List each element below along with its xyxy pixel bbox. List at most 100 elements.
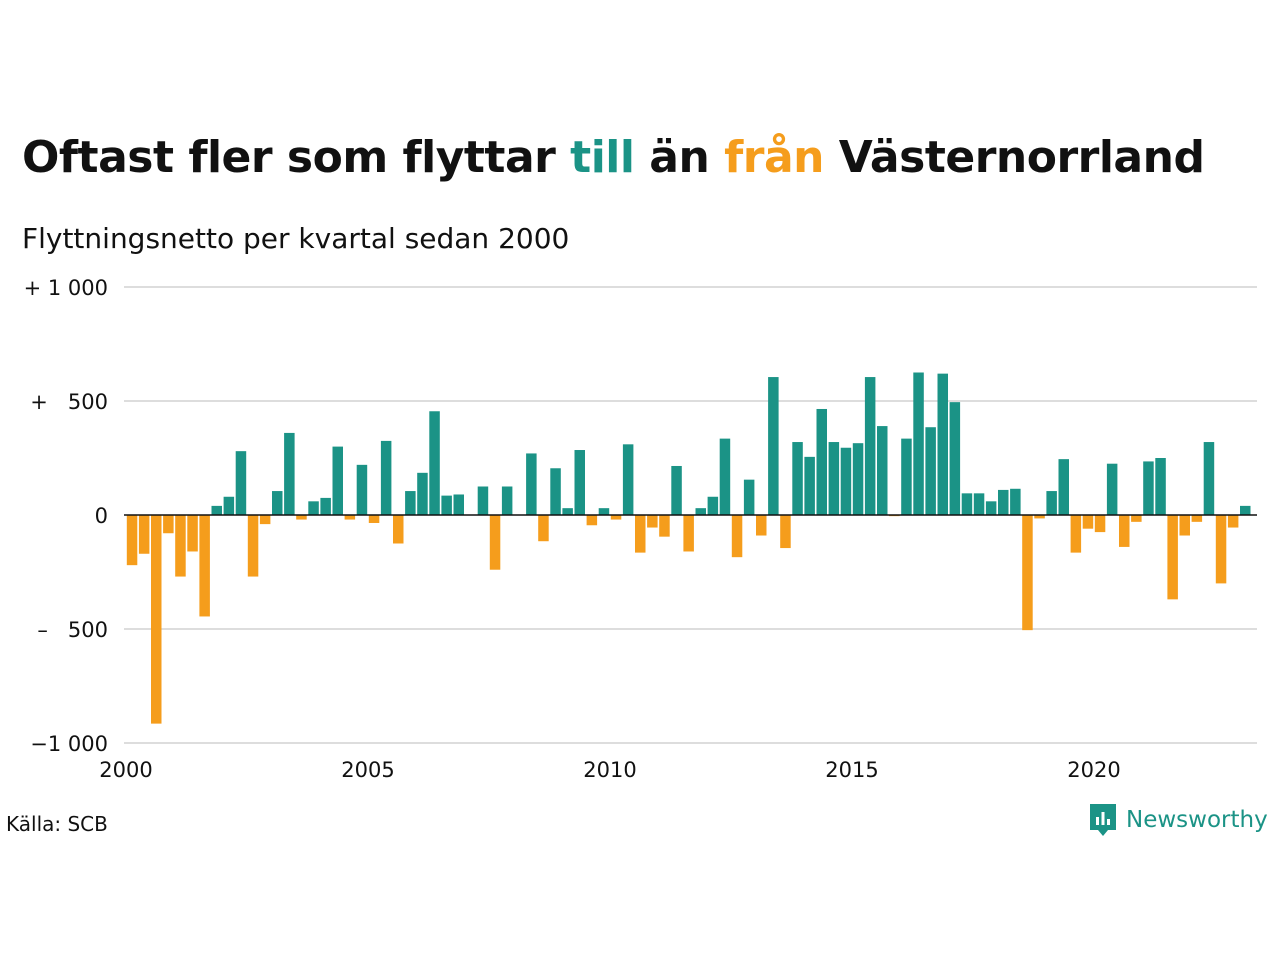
bar <box>780 515 791 549</box>
bar <box>683 515 694 552</box>
bar <box>223 496 235 515</box>
bar <box>175 515 186 577</box>
bar <box>501 486 513 515</box>
bar <box>1203 442 1215 515</box>
bar <box>913 372 924 515</box>
brand-name: Newsworthy <box>1126 807 1268 833</box>
x-axis-ticks: 2000 2005 2010 2015 2020 <box>99 758 1120 782</box>
bar <box>126 515 138 566</box>
bar <box>925 427 936 515</box>
bar <box>671 465 682 515</box>
bar <box>235 451 247 515</box>
bar <box>707 496 719 515</box>
bar <box>1058 459 1069 515</box>
bar <box>1022 515 1033 631</box>
bar <box>864 377 876 515</box>
title-highlight-fran: från <box>724 132 824 183</box>
y-tick-label: 0 <box>95 504 108 528</box>
bar <box>550 468 561 515</box>
bar <box>163 515 174 534</box>
gridlines <box>124 286 1257 744</box>
bar <box>538 515 549 542</box>
brand-logo: Newsworthy <box>1088 802 1268 838</box>
title-part1: Oftast fler som flyttar <box>22 132 571 183</box>
bar <box>199 515 210 617</box>
x-tick-label: 2020 <box>1067 758 1120 782</box>
bar <box>296 515 307 520</box>
bar <box>368 515 380 523</box>
bar <box>380 440 392 515</box>
bar <box>562 508 573 515</box>
bar <box>1167 515 1178 600</box>
bar <box>259 515 271 525</box>
bar <box>526 453 537 515</box>
bar <box>1046 491 1057 515</box>
bar <box>961 493 973 515</box>
newsworthy-logo-icon <box>1090 804 1116 836</box>
bar <box>1119 515 1130 547</box>
bar <box>1106 463 1118 515</box>
bar <box>973 493 985 515</box>
bar <box>1094 515 1106 533</box>
bar <box>405 491 416 515</box>
bar <box>985 501 997 515</box>
y-tick-label: – 500 <box>37 618 108 642</box>
bar <box>1227 515 1239 528</box>
bar <box>949 402 961 515</box>
bar <box>635 515 646 553</box>
bar <box>356 464 368 515</box>
title-highlight-till: till <box>570 132 635 183</box>
bar <box>719 438 731 515</box>
bar <box>1070 515 1082 553</box>
bar <box>417 472 428 515</box>
bar <box>151 515 162 724</box>
bar <box>586 515 598 526</box>
bar <box>320 497 331 515</box>
bar <box>272 491 283 515</box>
bar <box>1240 505 1251 515</box>
bar <box>816 408 827 515</box>
bar <box>695 508 706 515</box>
bar <box>453 494 464 515</box>
bar <box>332 446 343 515</box>
bar <box>1034 515 1045 519</box>
bar <box>429 411 440 515</box>
bar <box>610 515 622 520</box>
y-tick-label: + 1 000 <box>24 276 108 300</box>
bar <box>1155 458 1166 515</box>
bar <box>998 489 1009 515</box>
bar <box>1010 488 1021 515</box>
bar <box>1082 515 1094 529</box>
bar <box>647 515 658 528</box>
bar <box>622 444 634 515</box>
bar <box>840 447 852 515</box>
bar <box>441 495 452 515</box>
x-tick-label: 2015 <box>825 758 878 782</box>
bar-chart: + 1 000 + 500 0 – 500 −1 000 2000 2005 2010 201… <box>24 276 1257 782</box>
bar <box>828 442 840 515</box>
bar <box>768 377 779 515</box>
x-tick-label: 2010 <box>583 758 636 782</box>
x-tick-label: 2005 <box>341 758 394 782</box>
bar <box>393 515 404 544</box>
bar <box>901 438 912 515</box>
source-note: Källa: SCB <box>6 812 108 836</box>
chart-subtitle: Flyttningsnetto per kvartal sedan 2000 <box>22 222 570 255</box>
bar <box>852 443 864 515</box>
bar <box>598 508 610 515</box>
chart-title: Oftast fler som flyttar till än från Väs… <box>22 132 1205 183</box>
bars <box>124 372 1257 724</box>
title-part2: än <box>634 132 725 183</box>
bar <box>138 515 150 554</box>
bar <box>489 515 501 570</box>
bar <box>1179 515 1190 536</box>
bar <box>187 515 198 552</box>
y-axis-ticks: + 1 000 + 500 0 – 500 −1 000 <box>24 276 108 756</box>
title-part3: Västernorrland <box>823 132 1205 183</box>
x-tick-label: 2000 <box>99 758 152 782</box>
bar <box>743 479 755 515</box>
bar <box>1131 515 1142 522</box>
bar <box>574 450 585 515</box>
bar <box>792 442 803 515</box>
bar <box>937 373 948 515</box>
